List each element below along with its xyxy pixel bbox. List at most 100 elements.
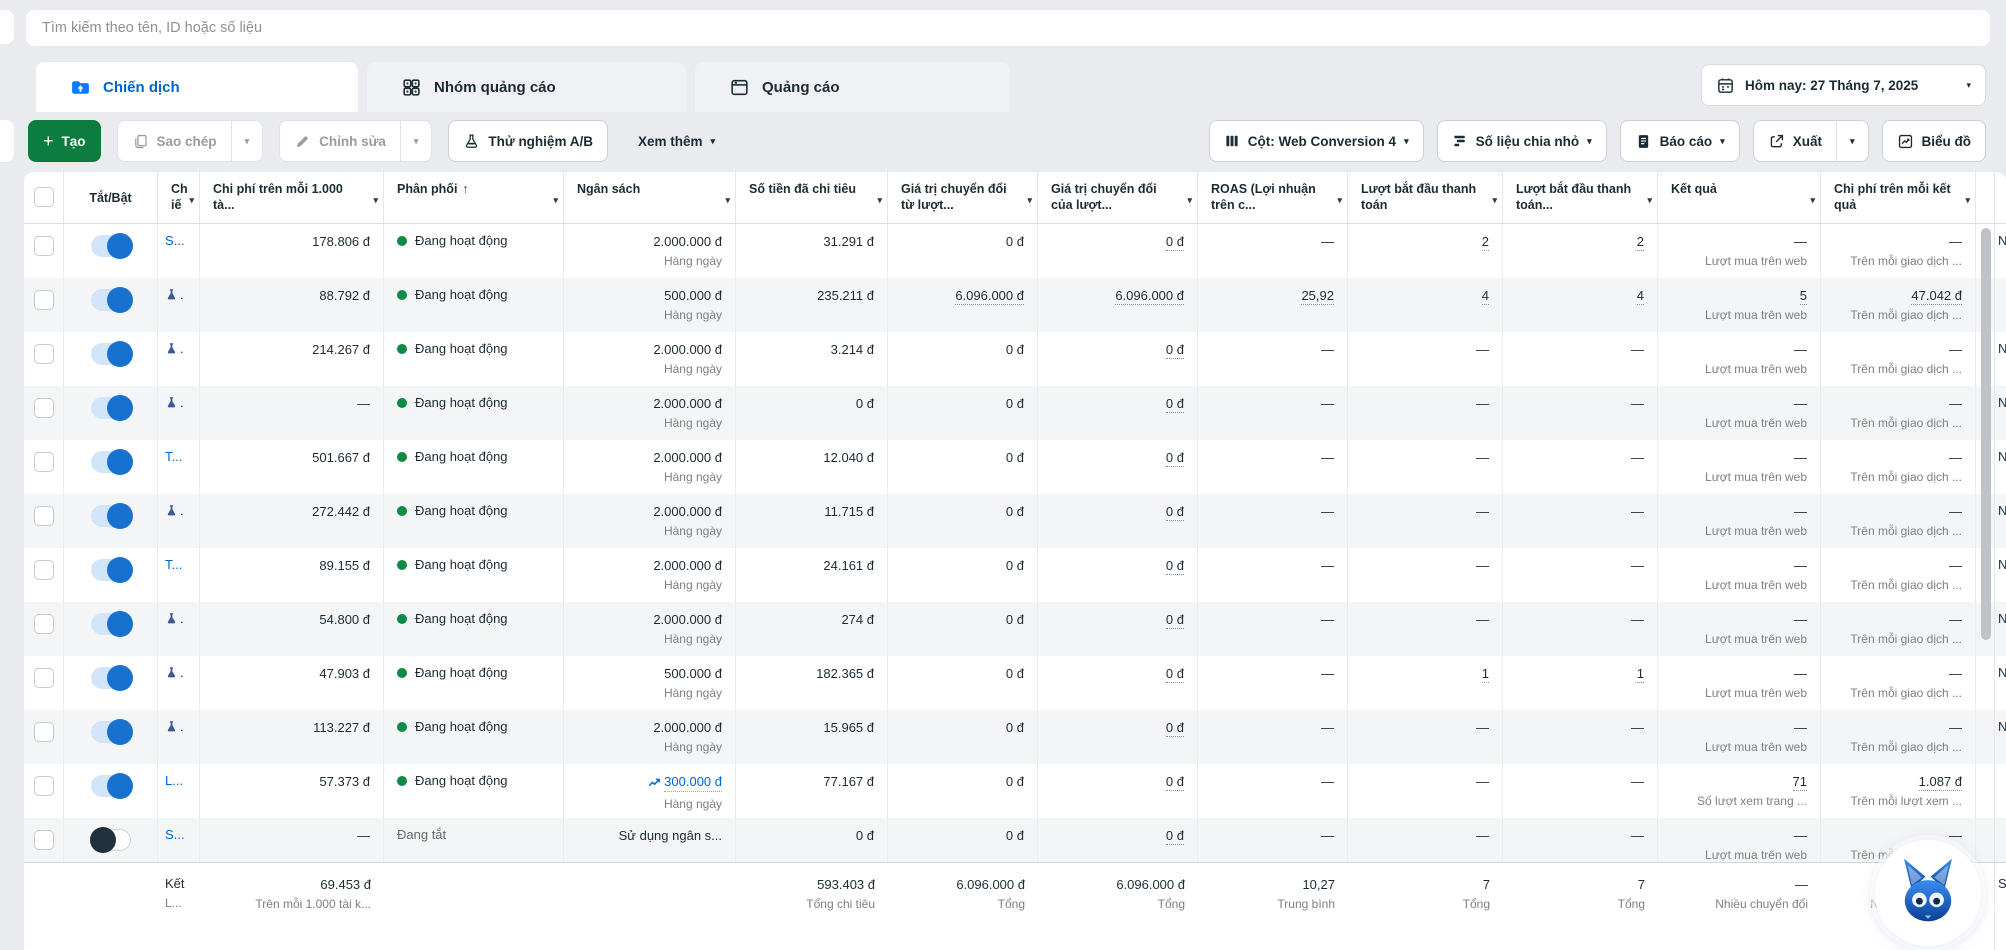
tab-campaigns[interactable]: Chiến dịch bbox=[36, 62, 358, 112]
column-header-roas[interactable]: ROAS (Lợi nhuận trên c... ▾ bbox=[1198, 172, 1348, 223]
campaign-name-link[interactable]: . bbox=[165, 341, 197, 356]
metric-value[interactable]: 0 đ bbox=[1165, 612, 1184, 629]
campaign-toggle[interactable] bbox=[89, 827, 131, 853]
campaign-toggle[interactable] bbox=[90, 287, 133, 313]
tab-ad-sets[interactable]: Nhóm quảng cáo bbox=[367, 62, 686, 112]
metric-value[interactable]: 2 bbox=[1636, 234, 1644, 251]
edit-caret-button[interactable]: ▾ bbox=[399, 121, 432, 161]
metric-value[interactable]: 6.096.000 đ bbox=[1115, 288, 1184, 305]
metric-value[interactable]: 71 bbox=[1792, 774, 1807, 791]
column-header-result[interactable]: Kết quả ▾ bbox=[1658, 172, 1821, 223]
campaign-name-link[interactable]: L... bbox=[165, 773, 197, 788]
row-checkbox[interactable] bbox=[34, 830, 54, 850]
ab-test-button[interactable]: Thử nghiệm A/B bbox=[448, 120, 608, 162]
column-header-cpr[interactable]: Chi phí trên mỗi kết quả ▾ bbox=[1821, 172, 1976, 223]
row-checkbox[interactable] bbox=[34, 398, 54, 418]
metric-value[interactable]: 47.042 đ bbox=[1911, 288, 1962, 305]
assistant-mascot-button[interactable] bbox=[1875, 840, 1981, 946]
campaign-name-link[interactable]: T... bbox=[165, 557, 197, 572]
metric-value[interactable]: 5 bbox=[1799, 288, 1807, 305]
metric-value[interactable]: 1 bbox=[1636, 666, 1644, 683]
campaign-name-link[interactable]: . bbox=[165, 395, 197, 410]
campaign-toggle[interactable] bbox=[90, 233, 133, 259]
metric-value[interactable]: 1 bbox=[1481, 666, 1489, 683]
edit-button[interactable]: Chỉnh sửa bbox=[280, 121, 400, 161]
row-checkbox[interactable] bbox=[34, 236, 54, 256]
breakdown-button[interactable]: Số liệu chia nhỏ ▾ bbox=[1436, 120, 1607, 162]
report-button[interactable]: Báo cáo ▾ bbox=[1619, 120, 1740, 162]
export-caret-button[interactable]: ▾ bbox=[1835, 121, 1868, 161]
cell-value: 77.167 đ bbox=[823, 774, 874, 789]
metric-value[interactable]: 4 bbox=[1481, 288, 1489, 305]
duplicate-button[interactable]: Sao chép bbox=[118, 121, 231, 161]
campaign-toggle[interactable] bbox=[90, 719, 133, 745]
metric-value[interactable]: 2 bbox=[1481, 234, 1489, 251]
metric-value[interactable]: 0 đ bbox=[1165, 828, 1184, 845]
duplicate-caret-button[interactable]: ▾ bbox=[230, 121, 263, 161]
campaign-toggle[interactable] bbox=[90, 557, 133, 583]
metric-value[interactable]: 6.096.000 đ bbox=[955, 288, 1024, 305]
conversion-value-from-cell: 0 đ bbox=[888, 440, 1038, 494]
column-header-name[interactable]: Chiến dịch▾ bbox=[158, 172, 200, 223]
campaign-name-link[interactable]: S... bbox=[165, 233, 197, 248]
campaign-toggle[interactable] bbox=[90, 341, 133, 367]
campaign-toggle[interactable] bbox=[90, 611, 133, 637]
campaign-name-link[interactable]: S... bbox=[165, 827, 197, 842]
campaign-name-link[interactable]: . bbox=[165, 287, 197, 302]
campaign-toggle[interactable] bbox=[90, 665, 133, 691]
campaign-toggle[interactable] bbox=[90, 395, 133, 421]
column-header-conv_of[interactable]: Giá trị chuyển đổi của lượt... ▾ bbox=[1038, 172, 1198, 223]
metric-value[interactable]: 0 đ bbox=[1165, 504, 1184, 521]
search-input[interactable] bbox=[26, 10, 1990, 46]
campaign-name-link[interactable]: . bbox=[165, 503, 197, 518]
column-header-toggle[interactable]: Tắt/Bật bbox=[64, 172, 158, 223]
columns-button[interactable]: Cột: Web Conversion 4 ▾ bbox=[1208, 120, 1424, 162]
row-checkbox[interactable] bbox=[34, 506, 54, 526]
metric-value[interactable]: 25,92 bbox=[1301, 288, 1334, 305]
row-checkbox[interactable] bbox=[34, 344, 54, 364]
budget-edit-link[interactable]: 300.000 đ bbox=[648, 773, 722, 792]
metric-value[interactable]: 4 bbox=[1636, 288, 1644, 305]
metric-value[interactable]: 0 đ bbox=[1165, 342, 1184, 359]
row-checkbox[interactable] bbox=[34, 560, 54, 580]
campaign-toggle[interactable] bbox=[90, 773, 133, 799]
vertical-scrollbar[interactable] bbox=[1981, 228, 1991, 640]
export-button[interactable]: Xuất bbox=[1754, 121, 1836, 161]
date-range-picker[interactable]: Hôm nay: 27 Tháng 7, 2025 ▾ bbox=[1701, 64, 1986, 106]
metric-value[interactable]: 0 đ bbox=[1165, 558, 1184, 575]
table-body: S... 178.806 đ Đang hoạt động 2.000.000 đ Hà… bbox=[24, 224, 2006, 862]
more-button[interactable]: Xem thêm ▾ bbox=[637, 133, 716, 149]
column-header-checkout1[interactable]: Lượt bắt đầu thanh toán ▾ bbox=[1348, 172, 1503, 223]
campaign-toggle[interactable] bbox=[90, 449, 133, 475]
row-checkbox[interactable] bbox=[34, 290, 54, 310]
metric-value[interactable]: 1.087 đ bbox=[1918, 774, 1962, 791]
campaign-name-link[interactable]: T... bbox=[165, 449, 197, 464]
metric-value[interactable]: 0 đ bbox=[1165, 234, 1184, 251]
campaign-name-link[interactable]: . bbox=[165, 611, 197, 626]
metric-value[interactable]: 0 đ bbox=[1165, 666, 1184, 683]
metric-value[interactable]: 0 đ bbox=[1165, 774, 1184, 791]
row-checkbox[interactable] bbox=[34, 776, 54, 796]
amount-spent-cell: 31.291 đ bbox=[736, 224, 888, 278]
chart-button[interactable]: Biểu đồ bbox=[1881, 120, 1986, 162]
metric-value[interactable]: 0 đ bbox=[1165, 396, 1184, 413]
column-header-conv_from[interactable]: Giá trị chuyển đổi từ lượt... ▾ bbox=[888, 172, 1038, 223]
row-checkbox[interactable] bbox=[34, 614, 54, 634]
column-header-checkout2[interactable]: Lượt bắt đầu thanh toán... ▾ bbox=[1503, 172, 1658, 223]
column-header-spent[interactable]: Số tiền đã chi tiêu ▾ bbox=[736, 172, 888, 223]
campaign-name-link[interactable]: . bbox=[165, 665, 197, 680]
campaign-name-link[interactable]: . bbox=[165, 719, 197, 734]
row-checkbox[interactable] bbox=[34, 668, 54, 688]
row-checkbox[interactable] bbox=[34, 452, 54, 472]
select-all-checkbox[interactable] bbox=[34, 187, 54, 207]
row-checkbox[interactable] bbox=[34, 722, 54, 742]
metric-value[interactable]: 0 đ bbox=[1165, 450, 1184, 467]
create-button[interactable]: + Tạo bbox=[28, 120, 101, 162]
column-header-budget[interactable]: Ngân sách ▾ bbox=[564, 172, 736, 223]
cell-value: — bbox=[1631, 342, 1644, 357]
tab-ads[interactable]: Quảng cáo bbox=[695, 62, 1010, 112]
campaign-toggle[interactable] bbox=[90, 503, 133, 529]
column-header-delivery[interactable]: Phân phối ↑ ▾ bbox=[384, 172, 564, 223]
metric-value[interactable]: 0 đ bbox=[1165, 720, 1184, 737]
column-header-cp1000[interactable]: Chi phí trên mỗi 1.000 tà... ▾ bbox=[200, 172, 384, 223]
